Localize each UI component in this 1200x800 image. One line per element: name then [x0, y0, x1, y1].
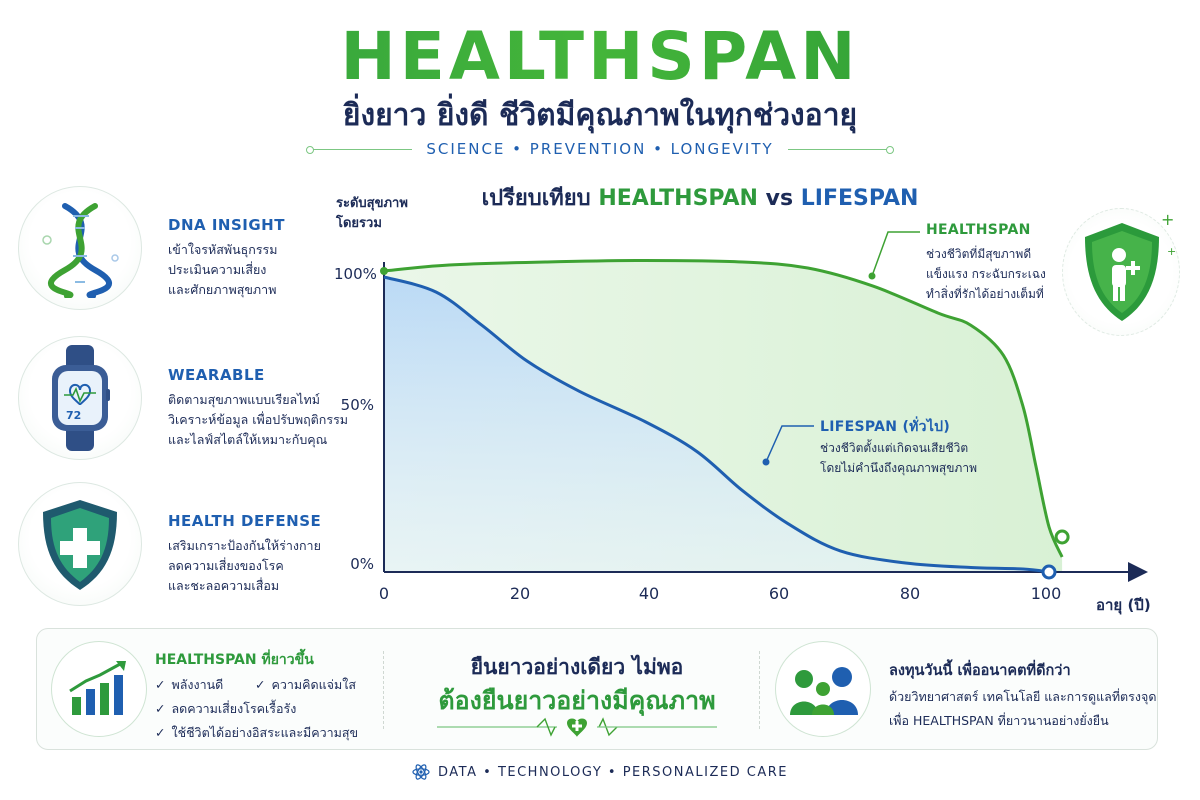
- dna-icon: [18, 186, 142, 310]
- lifespan-area: [384, 277, 1049, 572]
- lifespan-callout-leader: [765, 425, 814, 463]
- svg-text:+: +: [1167, 245, 1176, 258]
- chart-title-vs: vs: [765, 186, 794, 211]
- feature-title: DNA INSIGHT: [168, 216, 285, 234]
- check-icon: ✓: [155, 677, 166, 692]
- feature-text: เข้าใจรหัสพันธุกรรม ประเมินความเสี่ยง แล…: [168, 240, 358, 300]
- page-subtitle: ยิ่งยาว ยิ่งดี ชีวิตมีคุณภาพในทุกช่วงอาย…: [342, 98, 858, 133]
- svg-text:+: +: [1161, 210, 1174, 229]
- lifespan-callout-text: ช่วงชีวิตตั้งแต่เกิดจนเสียชีวิต โดยไม่คำ…: [820, 438, 977, 478]
- callout-line: ช่วงชีวิตตั้งแต่เกิดจนเสียชีวิต: [820, 441, 969, 455]
- feature-line: และไลฟ์สไตล์ให้เหมาะกับคุณ: [168, 432, 328, 447]
- y-axis-label: ระดับสุขภาพ โดยรวม: [336, 194, 426, 234]
- feature-dna: DNA INSIGHT เข้าใจรหัสพันธุกรรม ประเมินค…: [18, 186, 348, 316]
- feature-line: และชะลอความเสื่อม: [168, 578, 280, 593]
- feature-line: ติดตามสุขภาพแบบเรียลไทม์: [168, 392, 320, 407]
- chart-title-series-a: HEALTHSPAN: [598, 186, 758, 211]
- shield-plus-icon: [18, 482, 142, 606]
- x-tick-label: 20: [509, 584, 531, 603]
- panel-right-title: ลงทุนวันนี้ เพื่ออนาคตที่ดีกว่า: [889, 663, 1071, 679]
- check-item: ✓ ใช้ชีวิตได้อย่างอิสระและมีความสุข: [155, 725, 359, 740]
- healthspan-callout-dot: [868, 272, 876, 280]
- tagline-row: SCIENCE • PREVENTION • LONGEVITY: [0, 138, 1200, 160]
- family-icon: [775, 641, 871, 737]
- tagline: SCIENCE • PREVENTION • LONGEVITY: [426, 140, 774, 158]
- feature-health-defense: HEALTH DEFENSE เสริมเกราะป้องกันให้ร่างก…: [18, 482, 348, 612]
- feature-title: HEALTH DEFENSE: [168, 512, 322, 530]
- x-axis-label: อายุ (ปี): [1096, 596, 1151, 614]
- x-tick-label: 0: [378, 584, 390, 603]
- feature-line: ลดความเสี่ยงของโรค: [168, 558, 284, 573]
- feature-text: เสริมเกราะป้องกันให้ร่างกาย ลดความเสี่ยง…: [168, 536, 358, 596]
- x-tick-label: 40: [638, 584, 660, 603]
- callout-line: ช่วงชีวิตที่มีสุขภาพดี: [926, 247, 1032, 261]
- lifespan-line: [383, 275, 1050, 574]
- panel-left-title: HEALTHSPAN ที่ยาวขึ้น: [155, 652, 314, 668]
- feature-line: เข้าใจรหัสพันธุกรรม: [168, 242, 278, 257]
- healthspan-callout-title: HEALTHSPAN: [926, 222, 1031, 238]
- panel-center-line2: ต้องยืนยาวอย่างมีคุณภาพ: [438, 686, 716, 715]
- atom-icon: [412, 764, 430, 780]
- y-tick-label: 100%: [334, 265, 377, 283]
- feature-text: ติดตามสุขภาพแบบเรียลไทม์ วิเคราะห์ข้อมูล…: [168, 390, 358, 450]
- x-tick-label: 100: [1030, 584, 1062, 603]
- panel-divider: [759, 651, 760, 729]
- lifespan-callout-title: LIFESPAN (ทั่วไป): [820, 419, 951, 435]
- check-item: ✓ ลดความเสี่ยงโรคเรื้อรัง: [155, 701, 297, 716]
- smartwatch-icon: 72: [18, 336, 142, 460]
- x-tick-label: 60: [768, 584, 790, 603]
- footer: DATA • TECHNOLOGY • PERSONALIZED CARE: [0, 762, 1200, 782]
- lifespan-end-point: [1041, 564, 1057, 580]
- healthspan-line: [383, 258, 1064, 558]
- callout-line: แข็งแรง กระฉับกระเฉง: [926, 267, 1046, 281]
- healthspan-callout-text: ช่วงชีวิตที่มีสุขภาพดี แข็งแรง กระฉับกระ…: [926, 244, 1046, 304]
- callout-line: ทำสิ่งที่รักได้อย่างเต็มที่: [926, 287, 1044, 301]
- y-axis-label-line: โดยรวม: [336, 216, 382, 231]
- summary-panel: HEALTHSPAN ที่ยาวขึ้น ✓ พลังงานดี ✓ ความคิ…: [36, 628, 1158, 750]
- x-tick-label: 80: [899, 584, 921, 603]
- panel-center-line1: ยืนยาวอย่างเดียว ไม่พอ: [470, 655, 684, 679]
- healthspan-start-point: [380, 267, 388, 275]
- feature-line: ประเมินความเสี่ยง: [168, 262, 267, 277]
- chart-title: เปรียบเทียบ HEALTHSPAN vs LIFESPAN: [400, 180, 1000, 215]
- feature-line: วิเคราะห์ข้อมูล เพื่อปรับพฤติกรรม: [168, 412, 349, 427]
- divider-line: [306, 145, 413, 154]
- panel-right-text: ด้วยวิทยาศาสตร์ เทคโนโลยี และการดูแลที่ต…: [889, 685, 1156, 733]
- feature-line: เสริมเกราะป้องกันให้ร่างกาย: [168, 538, 321, 553]
- person-shield-icon: + +: [1085, 210, 1176, 321]
- heartbeat-icon: [437, 717, 717, 737]
- watch-value: 72: [66, 409, 81, 422]
- panel-right-line: เพื่อ HEALTHSPAN ที่ยาวนานอย่างยั่งยืน: [889, 713, 1109, 728]
- divider-line: [787, 145, 894, 154]
- chart-title-series-b: LIFESPAN: [800, 186, 919, 211]
- y-tick-label: 0%: [350, 555, 374, 573]
- callout-line: โดยไม่คำนึงถึงคุณภาพสุขภาพ: [820, 461, 977, 475]
- health-badge: + +: [1062, 208, 1180, 336]
- page-title: HEALTHSPAN: [0, 18, 1200, 95]
- growth-chart-icon: [51, 641, 147, 737]
- check-item: ✓ พลังงานดี: [155, 677, 224, 692]
- panel-divider: [383, 651, 384, 729]
- y-axis-label-line: ระดับสุขภาพ: [336, 196, 408, 211]
- feature-wearable: 72 WEARABLE ติดตามสุขภาพแบบเรียลไทม์ วิเ…: [18, 336, 348, 466]
- healthspan-end-point: [1054, 529, 1070, 545]
- check-icon: ✓: [255, 677, 266, 692]
- feature-line: และศักยภาพสุขภาพ: [168, 282, 277, 297]
- panel-right-line: ด้วยวิทยาศาสตร์ เทคโนโลยี และการดูแลที่ต…: [889, 689, 1157, 704]
- chart-title-prefix: เปรียบเทียบ: [481, 186, 591, 211]
- check-icon: ✓: [155, 701, 166, 716]
- feature-title: WEARABLE: [168, 366, 265, 384]
- check-icon: ✓: [155, 725, 166, 740]
- check-item: ✓ ความคิดแจ่มใส: [255, 677, 356, 692]
- y-tick-label: 50%: [340, 396, 374, 414]
- footer-text: DATA • TECHNOLOGY • PERSONALIZED CARE: [438, 764, 788, 780]
- healthspan-callout-leader: [871, 231, 920, 277]
- lifespan-callout-dot: [762, 458, 770, 466]
